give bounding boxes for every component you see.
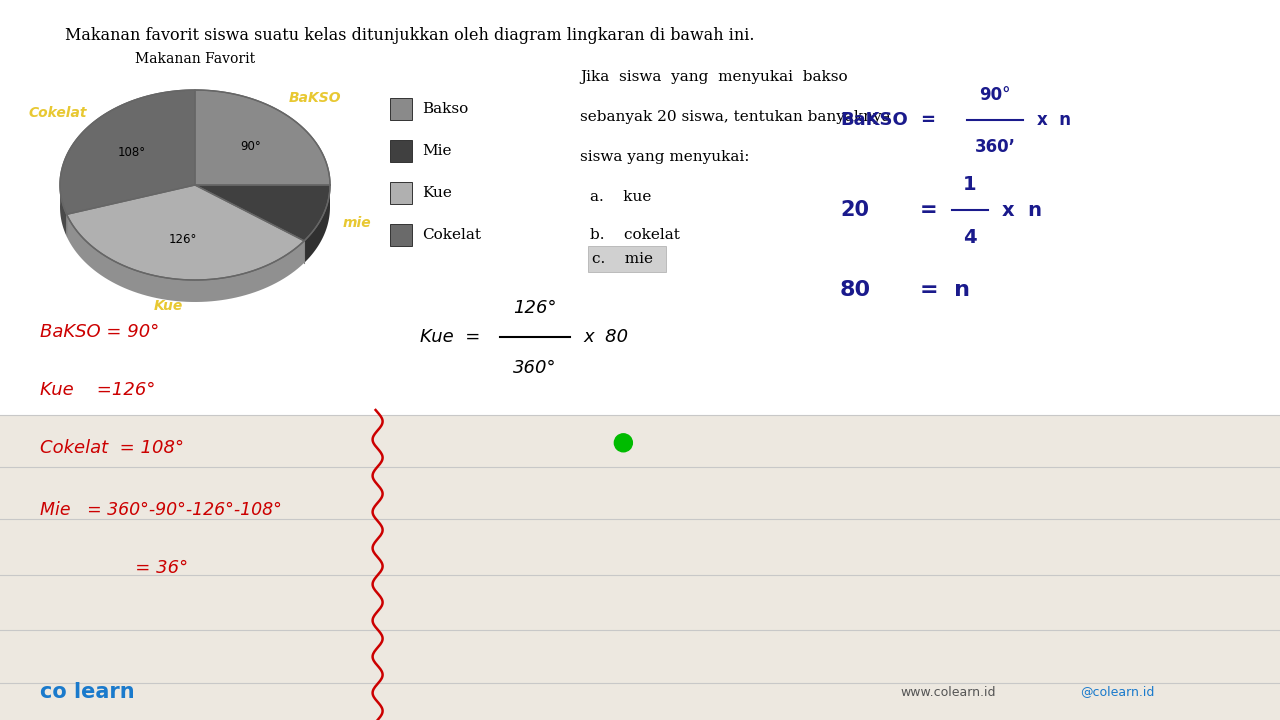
Text: Kue  =: Kue = [420,328,480,346]
Polygon shape [60,181,67,236]
Circle shape [614,433,632,452]
Text: @colearn.id: @colearn.id [1080,685,1155,698]
Text: c.    mie: c. mie [591,252,653,266]
Polygon shape [195,185,330,240]
Text: Kue: Kue [422,186,452,200]
Text: 80: 80 [840,280,872,300]
Bar [588,246,666,272]
Bar [390,140,412,162]
Text: 360’: 360’ [974,138,1015,156]
Polygon shape [60,90,195,215]
Text: Kue    =126°: Kue =126° [40,381,155,399]
Text: b.    cokelat: b. cokelat [590,228,680,242]
Polygon shape [195,90,330,185]
Text: Makanan favorit siswa suatu kelas ditunjukkan oleh diagram lingkaran di bawah in: Makanan favorit siswa suatu kelas ditunj… [65,27,754,44]
Bar [390,98,412,120]
Text: mie: mie [342,216,371,230]
Text: Kue: Kue [154,300,183,313]
Bar [0,415,1280,720]
Text: 20: 20 [840,200,869,220]
Text: 108°: 108° [118,146,146,159]
Text: Cokelat  = 108°: Cokelat = 108° [40,439,184,457]
Text: 360°: 360° [513,359,557,377]
Text: =: = [920,200,938,220]
Text: 126°: 126° [169,233,197,246]
Text: =  n: = n [920,280,970,300]
Text: siswa yang menyukai:: siswa yang menyukai: [580,150,750,164]
Text: Makanan Favorit: Makanan Favorit [134,52,255,66]
Text: Jika  siswa  yang  menyukai  bakso: Jika siswa yang menyukai bakso [580,70,847,84]
Text: x  80: x 80 [582,328,628,346]
Text: x  n: x n [1002,200,1042,220]
Text: BaKSO: BaKSO [840,111,908,129]
Text: =: = [920,111,934,129]
Text: x  n: x n [1037,111,1071,129]
Text: 90°: 90° [239,140,261,153]
Text: BaKSO = 90°: BaKSO = 90° [40,323,159,341]
Text: 1: 1 [963,175,977,194]
Text: sebanyak 20 siswa, tentukan banyaknya: sebanyak 20 siswa, tentukan banyaknya [580,110,891,124]
Text: Cokelat: Cokelat [422,228,481,242]
Text: Cokelat: Cokelat [28,106,87,120]
Text: 4: 4 [963,228,977,247]
Bar [0,0,1280,415]
Text: a.    kue: a. kue [590,190,652,204]
Bar [390,224,412,246]
Text: Mie: Mie [422,144,452,158]
Text: BaKSO: BaKSO [289,91,342,105]
Bar [390,182,412,204]
Text: 126°: 126° [513,299,557,317]
Text: Bakso: Bakso [422,102,468,116]
Text: www.colearn.id: www.colearn.id [900,685,996,698]
Text: Mie   = 360°-90°-126°-108°: Mie = 360°-90°-126°-108° [40,501,282,519]
Polygon shape [67,215,305,302]
Polygon shape [305,185,330,263]
Text: = 36°: = 36° [95,559,188,577]
Text: 90°: 90° [979,86,1011,104]
Polygon shape [67,185,305,280]
Text: co learn: co learn [40,682,134,702]
